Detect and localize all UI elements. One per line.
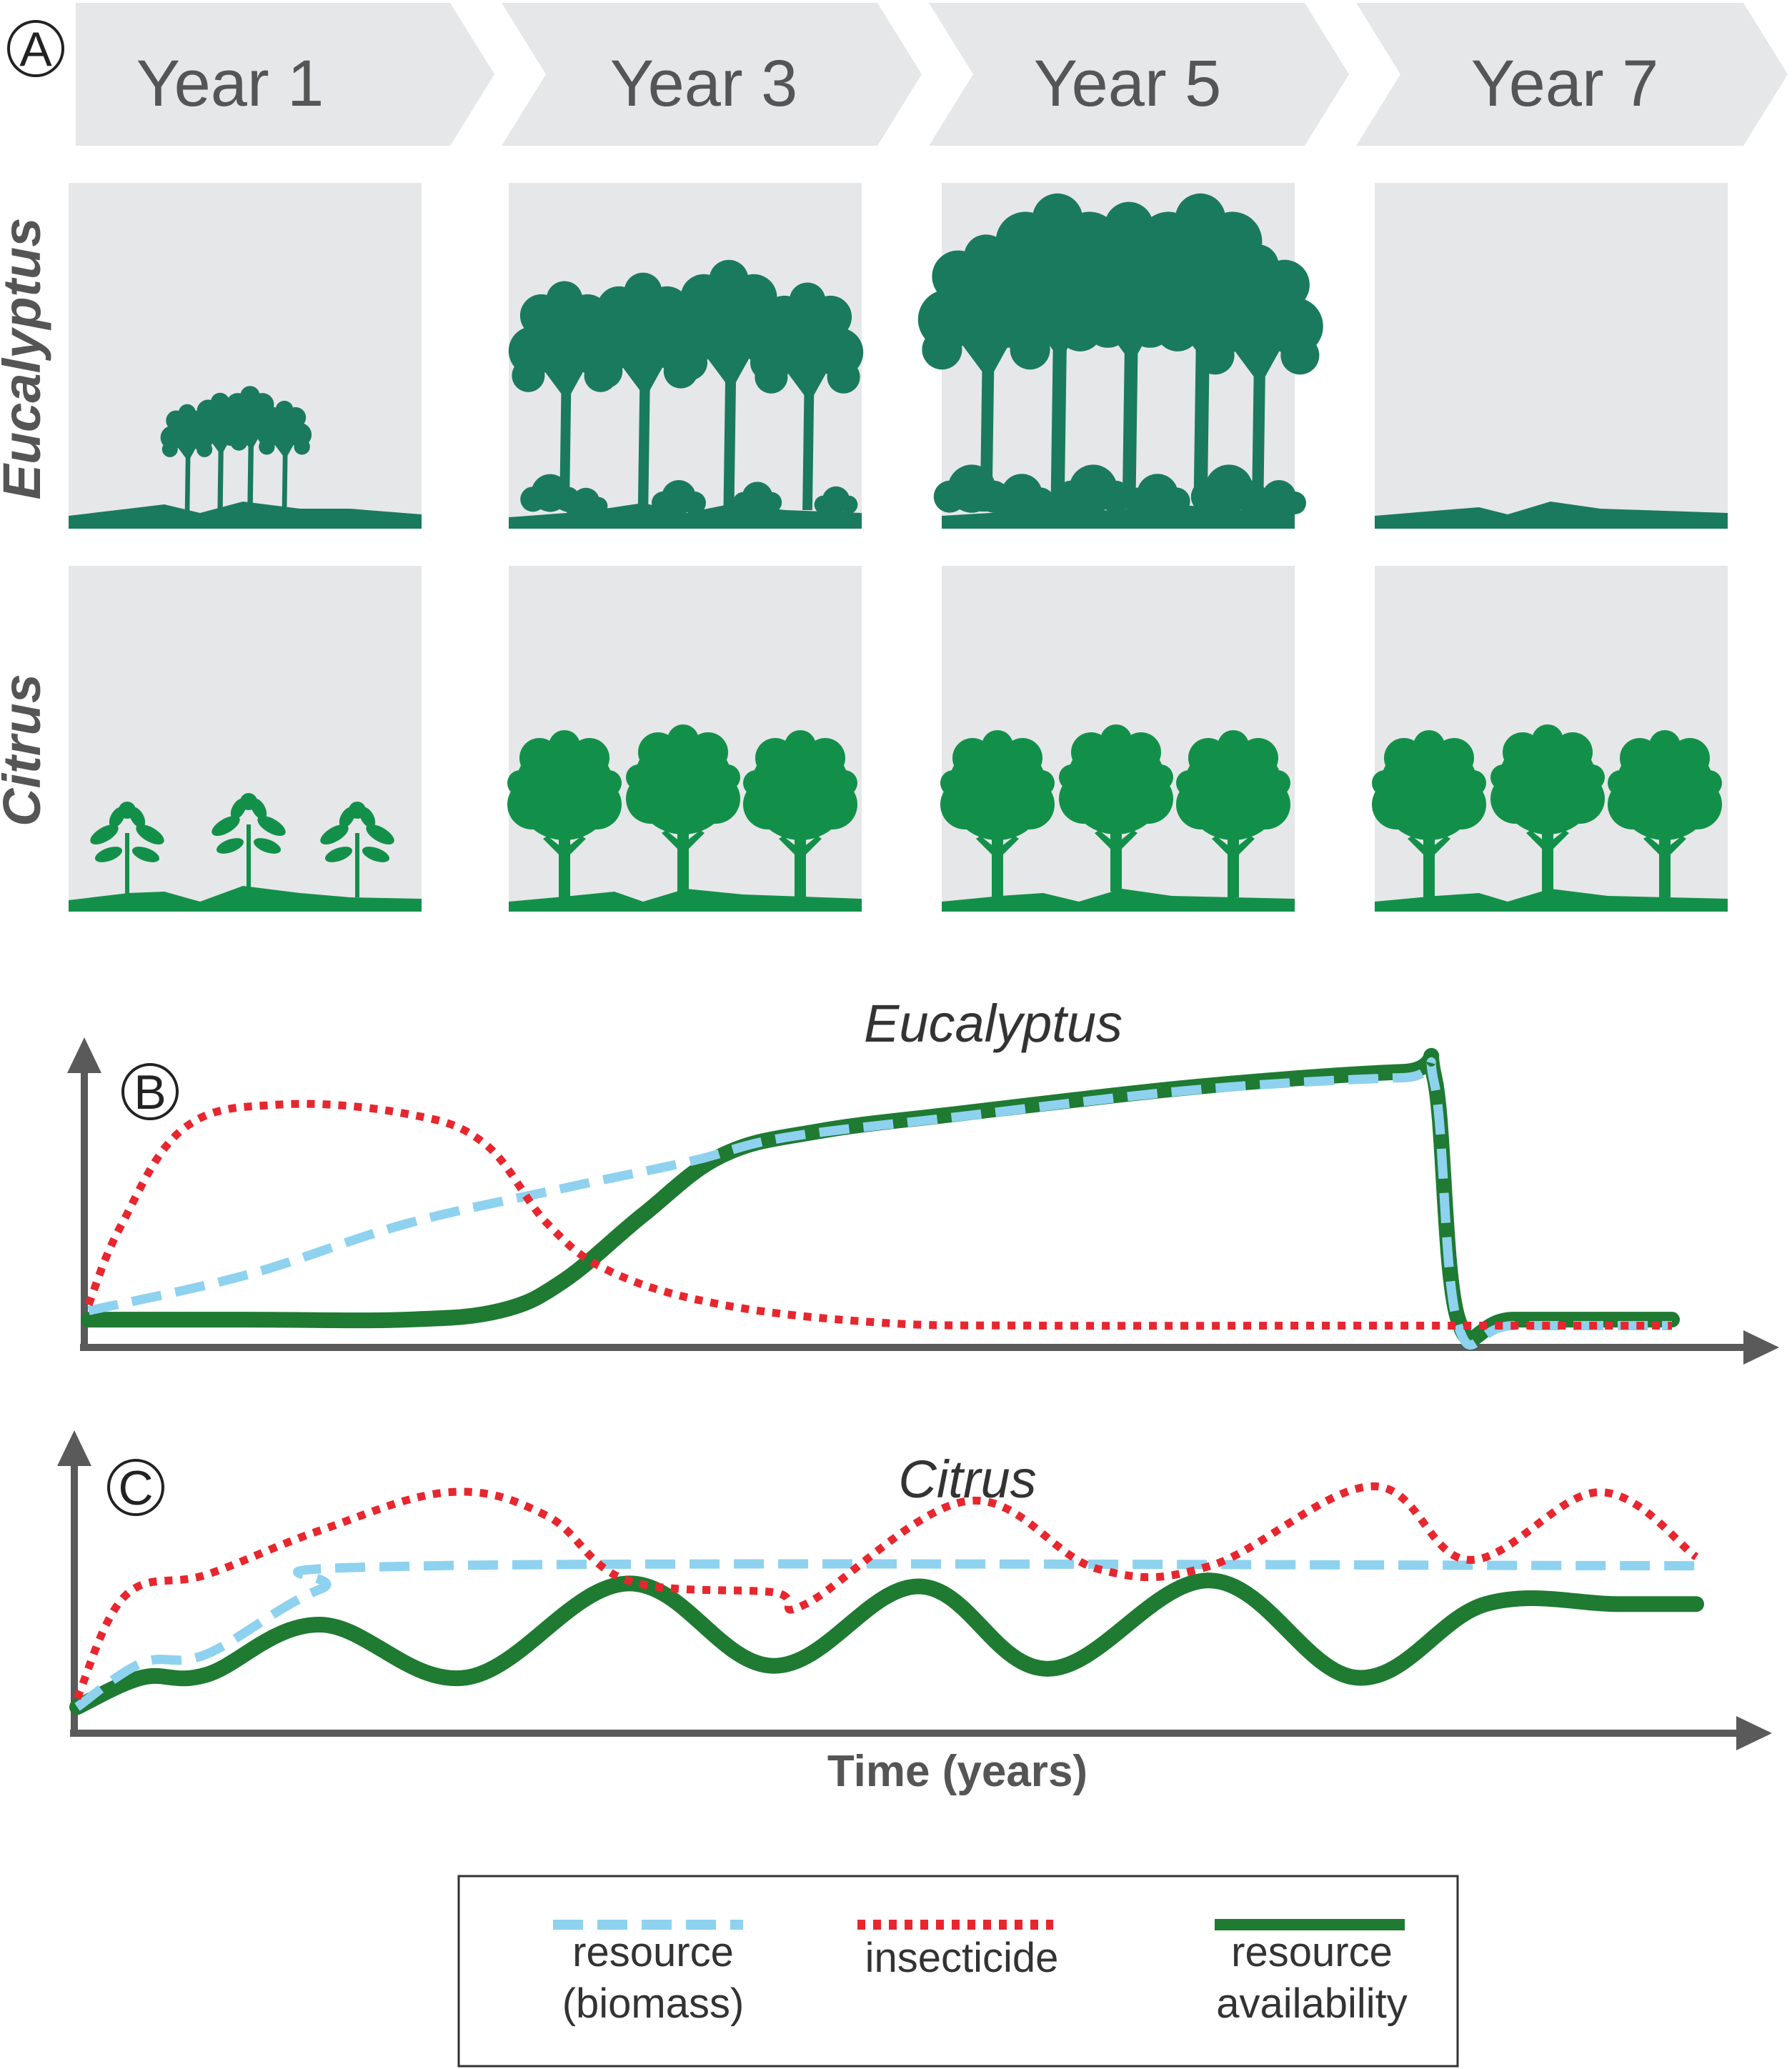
- panel-c: C Citrus Time (years): [57, 1430, 1772, 1796]
- svg-text:(biomass): (biomass): [562, 1980, 745, 2027]
- svg-text:A: A: [19, 22, 52, 76]
- svg-text:C: C: [118, 1461, 153, 1515]
- year-header-1: Year 1: [76, 3, 494, 146]
- panel-c-plot: [69, 1482, 1704, 1715]
- panel-c-letter: C: [107, 1459, 164, 1516]
- citrus-year7-tile: [1372, 566, 1728, 912]
- panel-b-insecticide-line: [84, 1100, 1672, 1330]
- eucalyptus-year1-tile: [69, 183, 422, 529]
- svg-text:Year 5: Year 5: [1034, 47, 1222, 120]
- svg-text:insecticide: insecticide: [865, 1935, 1059, 1981]
- svg-text:availability: availability: [1216, 1980, 1408, 2027]
- svg-text:Year 1: Year 1: [136, 47, 324, 120]
- legend-item-insecticide: insecticide: [857, 1920, 1059, 1981]
- panel-b-biomass-line: [87, 1057, 1672, 1350]
- row-label-eucalyptus: Eucalyptus: [0, 218, 51, 500]
- panel-b-availability-line: [81, 1047, 1680, 1347]
- x-axis-title: Time (years): [827, 1747, 1087, 1796]
- eucalyptus-year7-tile: [1375, 183, 1728, 529]
- panel-c-availability-line: [69, 1572, 1704, 1715]
- year-header-7: Year 7: [1356, 3, 1788, 146]
- citrus-year1-tile: [69, 566, 422, 912]
- year-header-3: Year 3: [502, 3, 922, 146]
- panel-b: B Eucalyptus: [67, 994, 1779, 1365]
- panel-b-plot: [81, 1047, 1680, 1350]
- year-header-5: Year 5: [929, 3, 1349, 146]
- panel-a-letter: A: [7, 20, 64, 77]
- panel-c-insecticide-line: [73, 1482, 1699, 1700]
- svg-text:resource: resource: [572, 1929, 734, 1975]
- panel-c-axes: [57, 1430, 1772, 1750]
- legend-item-biomass: resource (biomass): [553, 1920, 745, 2027]
- panel-b-title: Eucalyptus: [864, 994, 1123, 1053]
- panel-c-title: Citrus: [898, 1450, 1036, 1509]
- svg-text:resource: resource: [1231, 1929, 1393, 1975]
- legend-item-availability: resource availability: [1215, 1919, 1408, 2027]
- row-label-citrus: Citrus: [0, 674, 51, 827]
- panel-c-biomass-line: [74, 1559, 1697, 1711]
- citrus-year3-tile: [507, 566, 862, 912]
- eucalyptus-year5-tile: [917, 183, 1323, 529]
- eucalyptus-year3-tile: [508, 183, 864, 529]
- svg-text:Year 7: Year 7: [1471, 47, 1659, 120]
- svg-text:B: B: [134, 1065, 166, 1120]
- panel-b-letter: B: [121, 1063, 179, 1120]
- legend: resource (biomass) insecticide resource …: [457, 1875, 1459, 2068]
- svg-text:Year 3: Year 3: [610, 47, 798, 120]
- citrus-year5-tile: [940, 566, 1295, 912]
